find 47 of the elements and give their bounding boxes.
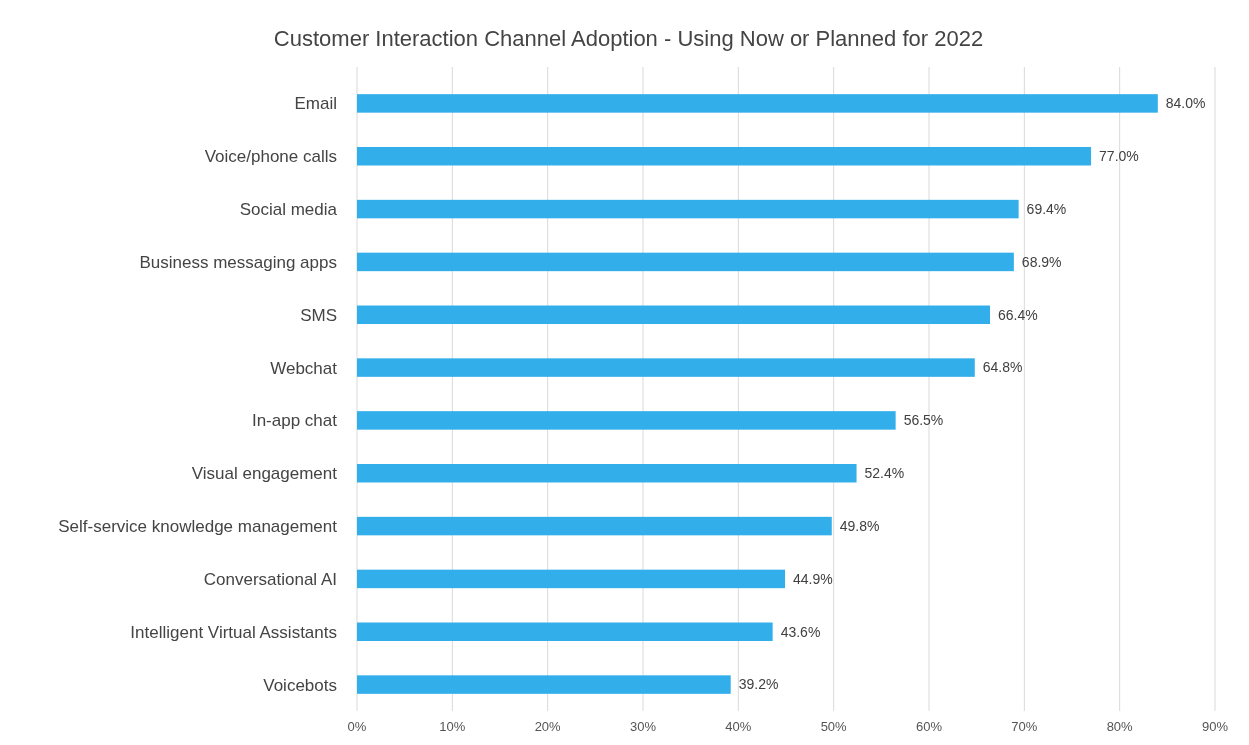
x-tick-label: 20%	[534, 719, 562, 734]
x-tick-label: 80%	[1106, 719, 1134, 734]
bar	[357, 569, 786, 589]
data-label: 68.9%	[1021, 253, 1062, 270]
data-label: 52.4%	[864, 465, 905, 482]
y-tick-label: Intelligent Virtual Assistants	[130, 622, 337, 642]
bar	[357, 464, 857, 483]
y-tick-label: Voice/phone calls	[204, 147, 337, 167]
x-tick-label: 70%	[1011, 719, 1038, 734]
x-tick-label: 0%	[347, 719, 367, 734]
x-tick-label: 50%	[820, 719, 848, 734]
bar	[357, 358, 975, 377]
y-tick-label: Webchat	[270, 358, 338, 378]
y-tick-label: In-app chat	[251, 411, 338, 431]
data-label: 64.8%	[982, 359, 1023, 376]
y-tick-label: Email	[294, 94, 337, 114]
bar	[357, 147, 1092, 166]
y-tick-label: SMS	[300, 305, 337, 325]
bar	[357, 94, 1158, 113]
x-tick-label: 90%	[1201, 719, 1229, 734]
bar	[357, 622, 773, 641]
y-tick-label: Social media	[239, 200, 338, 220]
data-label: 56.5%	[903, 412, 944, 429]
data-label: 84.0%	[1165, 95, 1206, 112]
x-tick-label: 40%	[725, 719, 752, 734]
data-label: 77.0%	[1099, 148, 1139, 165]
data-label: 43.6%	[780, 623, 821, 640]
bar	[357, 411, 896, 430]
y-tick-label: Conversational AI	[203, 569, 337, 589]
bar	[357, 675, 731, 694]
bar	[357, 199, 1019, 219]
data-label: 66.4%	[998, 306, 1038, 323]
bar	[357, 252, 1014, 272]
x-tick-label: 60%	[915, 719, 943, 734]
data-label: 49.8%	[839, 517, 880, 534]
y-tick-label: Voicebots	[263, 675, 337, 695]
bar	[357, 305, 991, 324]
data-label: 39.2%	[738, 676, 779, 693]
bar	[357, 516, 832, 536]
x-tick-label: 30%	[629, 719, 657, 734]
chart-title: Customer Interaction Channel Adoption - Using Now or Planned for 2022	[273, 26, 984, 51]
data-label: 69.4%	[1026, 200, 1067, 217]
y-tick-label: Visual engagement	[191, 464, 338, 484]
y-tick-label: Business messaging apps	[139, 252, 337, 272]
data-label: 44.9%	[793, 570, 833, 587]
y-tick-label: Self-service knowledge management	[58, 517, 338, 537]
x-tick-label: 10%	[439, 719, 466, 734]
